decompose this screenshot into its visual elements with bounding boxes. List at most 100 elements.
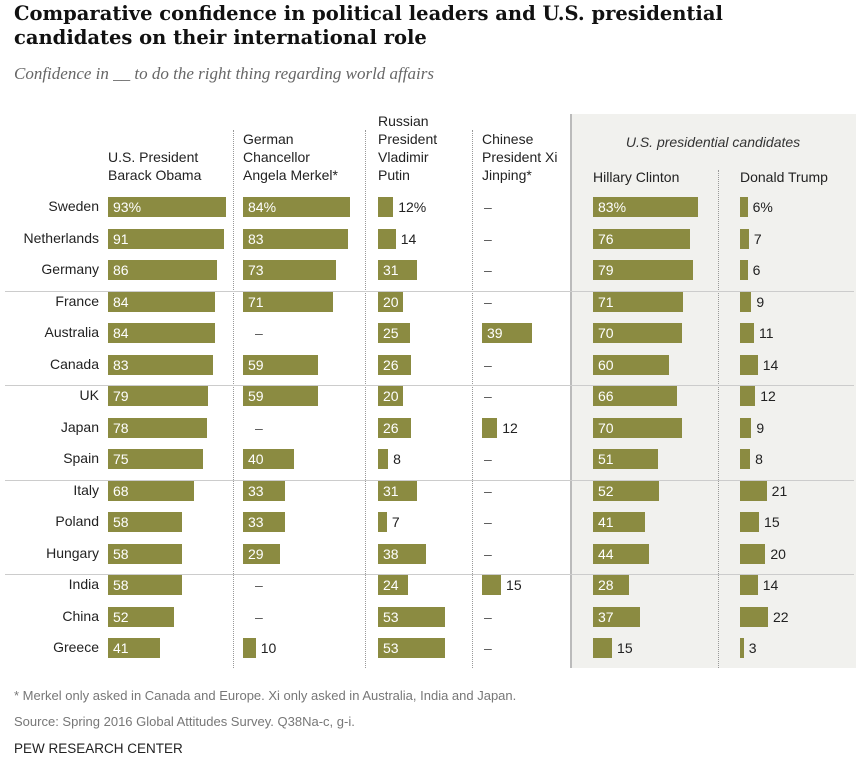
country-label: Japan (60, 419, 99, 435)
bar (740, 229, 749, 249)
row-group-separator (5, 385, 854, 386)
missing-value: – (484, 231, 492, 247)
bar (243, 229, 349, 249)
bar (243, 512, 285, 532)
column-header: Chinese President Xi Jinping* (482, 131, 558, 183)
bar (108, 292, 215, 312)
data-label: 31 (383, 483, 399, 499)
data-label: 59 (248, 357, 264, 373)
bar (378, 607, 446, 627)
data-label: 24 (383, 577, 399, 593)
data-label: 26 (383, 420, 399, 436)
data-label: 75 (113, 451, 129, 467)
bar (593, 260, 694, 280)
data-label: 15 (506, 577, 522, 593)
data-label: 6 (752, 262, 761, 278)
column-header: Donald Trump (740, 169, 828, 185)
missing-value: – (255, 325, 263, 341)
bar (593, 575, 629, 595)
data-label: 59 (248, 388, 264, 404)
bar (593, 607, 640, 627)
bar (378, 260, 418, 280)
row-group-separator (5, 480, 854, 481)
bar (740, 292, 752, 312)
data-label: 14 (762, 357, 779, 373)
missing-value: – (484, 640, 492, 656)
data-label: 52 (598, 483, 614, 499)
data-label: 12% (398, 199, 427, 215)
country-label: Spain (63, 450, 99, 466)
bar (108, 638, 161, 658)
bar (740, 481, 767, 501)
data-label: 6% (752, 199, 773, 215)
data-label: 15 (764, 514, 780, 530)
data-label: 79 (113, 388, 129, 404)
data-label: 58 (113, 577, 129, 593)
country-label: India (68, 576, 99, 592)
missing-value: – (484, 483, 492, 499)
column-header: Russian President Vladimir Putin (378, 113, 438, 183)
data-label: 71 (598, 294, 614, 310)
missing-value: – (484, 262, 492, 278)
data-label: 8 (393, 451, 401, 467)
bar (740, 544, 766, 564)
bar (378, 544, 427, 564)
column-header: U.S. President Barack Obama (108, 149, 202, 183)
missing-value: – (484, 451, 492, 467)
bar (593, 197, 699, 217)
missing-value: – (255, 420, 263, 436)
data-label: 33 (248, 514, 264, 530)
bar (593, 638, 613, 658)
bar (243, 544, 280, 564)
data-label: 20 (383, 294, 399, 310)
data-label: 28 (598, 577, 614, 593)
bar (593, 449, 658, 469)
bar (593, 418, 682, 438)
footnote: * Merkel only asked in Canada and Europe… (14, 688, 517, 703)
data-label: 93% (113, 199, 142, 215)
country-label: Italy (73, 482, 99, 498)
missing-value: – (484, 388, 492, 404)
data-label: 66 (598, 388, 614, 404)
data-label: 7 (391, 514, 400, 530)
bar (593, 323, 682, 343)
bar (108, 260, 218, 280)
data-label: 9 (756, 294, 765, 310)
data-label: 11 (758, 325, 774, 341)
chart-subtitle: Confidence in __ to do the right thing r… (14, 64, 434, 83)
bar (378, 418, 412, 438)
data-label: 22 (772, 609, 789, 625)
bar (740, 197, 748, 217)
data-label: 39 (487, 325, 503, 341)
bar (593, 292, 684, 312)
bar (108, 197, 227, 217)
data-label: 76 (598, 231, 614, 247)
brand-label: PEW RESEARCH CENTER (14, 741, 183, 756)
bar (108, 481, 195, 501)
data-label: 29 (248, 546, 264, 562)
data-label: 60 (598, 357, 614, 373)
bar (378, 575, 409, 595)
data-label: 12 (760, 388, 776, 404)
missing-value: – (255, 609, 263, 625)
data-label: 68 (113, 483, 129, 499)
bar (378, 197, 394, 217)
bar (108, 386, 209, 406)
missing-value: – (484, 514, 492, 530)
bar (593, 386, 677, 406)
bar (243, 292, 334, 312)
data-label: 8 (755, 451, 763, 467)
bar (243, 481, 285, 501)
bar (378, 292, 404, 312)
data-label: 79 (598, 262, 614, 278)
data-label: 73 (248, 262, 264, 278)
data-label: 20 (770, 546, 786, 562)
column-divider (233, 130, 234, 668)
data-label: 31 (383, 262, 399, 278)
bar (108, 449, 204, 469)
country-label: Netherlands (23, 230, 100, 246)
data-label: 71 (248, 294, 264, 310)
row-group-separator (5, 574, 854, 575)
missing-value: – (484, 546, 492, 562)
data-label: 21 (771, 483, 788, 499)
